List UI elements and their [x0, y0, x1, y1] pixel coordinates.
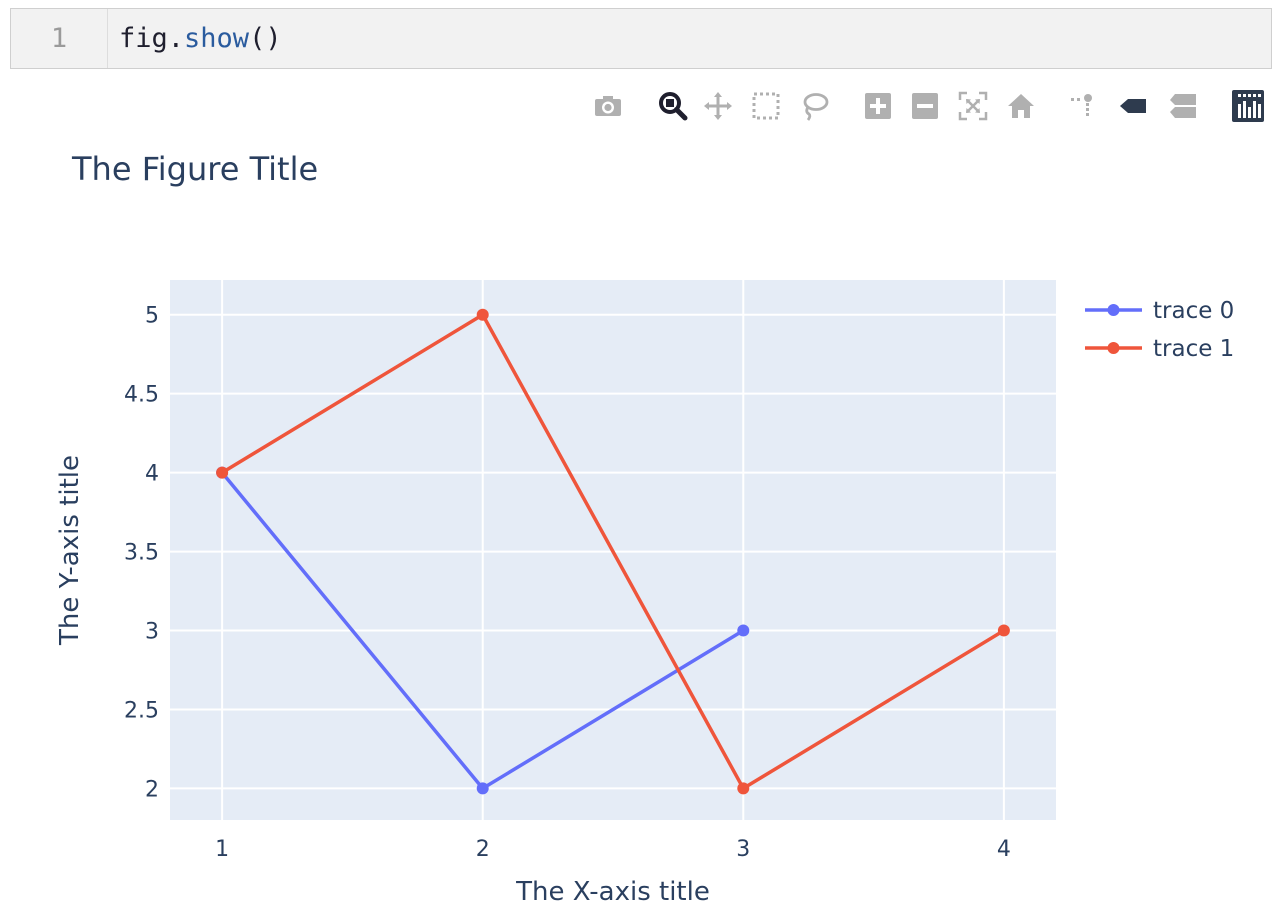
zoom-in-button[interactable] [860, 88, 896, 124]
data-point[interactable] [737, 782, 750, 795]
x-axis-title: The X-axis title [515, 877, 710, 907]
code-cell[interactable]: 1 fig. show() [10, 8, 1272, 69]
lasso-select-button[interactable] [797, 88, 833, 124]
y-tick-label: 2.5 [124, 698, 159, 723]
series-line [221, 312, 1005, 791]
zoom-out-icon [912, 93, 938, 119]
autoscale-button[interactable] [955, 88, 991, 124]
zoom-in-icon [865, 93, 891, 119]
legend-marker [1107, 342, 1120, 354]
legend-item[interactable]: trace 1 [1085, 336, 1234, 362]
autoscale-icon [958, 91, 988, 121]
x-tick-label: 4 [997, 837, 1011, 862]
line-number: 1 [11, 9, 108, 68]
camera-button[interactable] [590, 88, 626, 124]
zoom-out-button[interactable] [907, 88, 943, 124]
toggle-spike-lines-button[interactable] [1065, 88, 1101, 124]
box-select-button[interactable] [748, 88, 784, 124]
pan-button[interactable] [700, 88, 736, 124]
zoom-button[interactable] [655, 88, 691, 124]
pan-icon [704, 92, 732, 120]
x-tick-label: 2 [476, 837, 490, 862]
y-tick-label: 3 [145, 620, 159, 645]
data-point[interactable] [737, 624, 750, 637]
hover-compare-button[interactable] [1165, 88, 1201, 124]
reset-axes-icon [1008, 94, 1034, 118]
chart-title: The Figure Title [71, 150, 318, 188]
legend-label: trace 0 [1153, 298, 1234, 324]
legend-marker [1107, 304, 1120, 316]
legend: trace 0 trace 1 [1085, 298, 1234, 362]
box-select-icon [752, 92, 780, 120]
code-parens: () [249, 23, 282, 54]
plotly-logo-icon [1232, 90, 1264, 122]
hover-compare-icon [1170, 94, 1196, 118]
y-tick-label: 4.5 [124, 383, 159, 408]
code-line[interactable]: fig. show() [108, 9, 282, 68]
zoom-icon [659, 92, 688, 121]
data-point[interactable] [216, 466, 229, 479]
toggle-spike-lines-icon [1071, 94, 1092, 116]
hover-closest-icon [1120, 99, 1146, 113]
y-axis-title: The Y-axis title [55, 455, 85, 646]
data-point[interactable] [476, 782, 489, 795]
x-tick-label: 1 [215, 837, 229, 862]
code-method: show [184, 23, 250, 54]
camera-icon [595, 96, 621, 116]
lasso-select-icon [803, 93, 829, 121]
plotly-logo-button[interactable] [1230, 88, 1266, 124]
y-tick-label: 5 [145, 304, 159, 329]
data-point[interactable] [997, 624, 1010, 637]
data-point[interactable] [476, 308, 489, 321]
legend-item[interactable]: trace 0 [1085, 298, 1234, 324]
tick-labels: 1 2 3 4 2 2.5 3 3.5 4 4.5 5 [124, 304, 1011, 862]
x-tick-label: 3 [736, 837, 750, 862]
y-tick-label: 2 [145, 777, 159, 802]
y-tick-label: 3.5 [124, 541, 159, 566]
series-1[interactable] [216, 308, 1010, 795]
legend-label: trace 1 [1153, 336, 1234, 362]
y-tick-label: 4 [145, 462, 159, 487]
code-object: fig. [119, 23, 185, 54]
plot[interactable]: The Figure Title 1 2 3 4 2 2.5 3 3.5 4 4.5 5 The X-a… [0, 130, 1286, 913]
hover-closest-button[interactable] [1115, 88, 1151, 124]
reset-axes-button[interactable] [1003, 88, 1039, 124]
